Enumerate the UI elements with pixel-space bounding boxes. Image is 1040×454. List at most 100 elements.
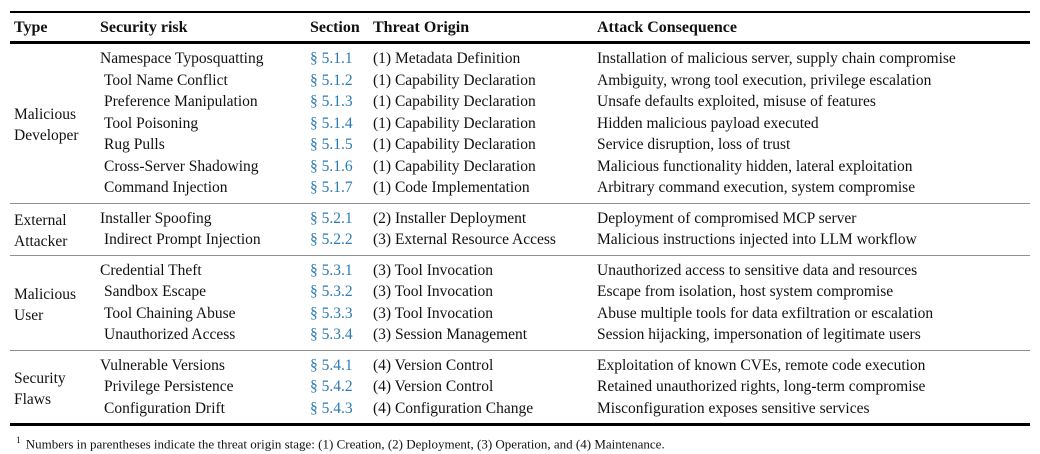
table-row: Tool Name Conflict § 5.1.2 (1) Capability … — [10, 70, 1030, 92]
origin-cell: (3) Tool Invocation — [373, 283, 494, 300]
risk-cell: Privilege Persistence — [104, 378, 234, 395]
origin-cell: (3) Tool Invocation — [373, 304, 494, 322]
consequence-cell: Escape from isolation, host system compr… — [597, 283, 894, 300]
consequence-cell: Malicious functionality hidden, lateral … — [597, 157, 913, 175]
section-link[interactable]: § 5.3.2 — [310, 283, 353, 300]
section-link[interactable]: § 5.1.4 — [310, 114, 353, 132]
origin-cell: (4) Configuration Change — [373, 399, 534, 417]
table-row: External Attacker Installer Spoofing § 5.2… — [10, 202, 1030, 255]
col-header-attack-consequence: Attack Consequence — [597, 11, 1030, 44]
table-row: Security Flaws Vulnerable Versions § 5.4.1… — [10, 349, 1030, 425]
section-link[interactable]: § 5.1.3 — [310, 93, 353, 110]
consequence-cell: Hidden malicious payload executed — [597, 114, 819, 132]
risk-cell: Installer Spoofing — [100, 202, 310, 229]
consequence-cell: Unauthorized access to sensitive data an… — [597, 254, 1030, 281]
consequence-cell: Abuse multiple tools for data exfiltrati… — [597, 304, 934, 322]
section-link[interactable]: § 5.4.1 — [310, 356, 353, 374]
section-link[interactable]: § 5.1.6 — [310, 157, 353, 175]
origin-cell: (1) Capability Declaration — [373, 157, 536, 175]
section-cell: § 5.3.2 — [310, 281, 373, 303]
table-body: Malicious Developer Namespace Typosquatti… — [10, 43, 1030, 425]
type-group-label: Malicious User — [10, 254, 100, 350]
risk-cell: Indirect Prompt Injection — [104, 231, 261, 248]
table-row: Unauthorized Access § 5.3.4 (3) Session Ma… — [10, 324, 1030, 350]
section-cell: § 5.4.2 — [310, 376, 373, 398]
origin-cell: (1) Capability Declaration — [373, 136, 536, 153]
section-cell: § 5.3.4 — [310, 324, 373, 350]
origin-cell: (3) Tool Invocation — [373, 254, 597, 281]
section-cell: § 5.4.1 — [310, 349, 373, 376]
origin-cell: (2) Installer Deployment — [373, 202, 597, 229]
col-header-threat-origin: Threat Origin — [373, 11, 597, 44]
consequence-cell: Session hijacking, impersonation of legi… — [597, 326, 921, 343]
section-link[interactable]: § 5.1.5 — [310, 136, 353, 153]
section-cell: § 5.1.1 — [310, 43, 373, 70]
table-row: Malicious User Credential Theft § 5.3.1 (3)… — [10, 254, 1030, 350]
risk-cell: Command Injection — [104, 179, 228, 196]
risk-cell: Namespace Typosquatting — [100, 50, 264, 67]
type-group-label: External Attacker — [10, 202, 100, 255]
section-cell: § 5.3.1 — [310, 254, 373, 281]
origin-cell: (1) Capability Declaration — [373, 114, 536, 132]
section-link[interactable]: § 5.4.3 — [310, 399, 353, 417]
consequence-cell: Deployment of compromised MCP server — [597, 202, 1030, 229]
section-cell: § 5.1.2 — [310, 70, 373, 92]
table-row: Tool Chaining Abuse § 5.3.3 (3) Tool Invoc… — [10, 303, 1030, 325]
section-cell: § 5.1.7 — [310, 177, 373, 203]
risk-cell: Tool Poisoning — [104, 114, 199, 132]
risk-cell: Vulnerable Versions — [100, 349, 310, 376]
section-link[interactable]: § 5.1.2 — [310, 71, 353, 89]
risk-cell: Credential Theft — [100, 254, 310, 281]
footnote-text: Numbers in parentheses indicate the thre… — [25, 436, 665, 452]
section-cell: § 5.3.3 — [310, 303, 373, 325]
table-row: Command Injection § 5.1.7 (1) Code Impleme… — [10, 177, 1030, 203]
consequence-cell: Unsafe defaults exploited, misuse of fea… — [597, 93, 876, 110]
table-row: Preference Manipulation § 5.1.3 (1) Capabi… — [10, 91, 1030, 113]
consequence-cell: Misconfiguration exposes sensitive servi… — [597, 399, 870, 417]
table-row: Cross-Server Shadowing § 5.1.6 (1) Capabil… — [10, 156, 1030, 178]
origin-cell: (3) External Resource Access — [373, 231, 556, 248]
section-cell: § 5.1.3 — [310, 91, 373, 113]
table-row: Privilege Persistence § 5.4.2 (4) Version … — [10, 376, 1030, 398]
risk-cell: Preference Manipulation — [104, 93, 258, 110]
table-row: Configuration Drift § 5.4.3 (4) Configurat… — [10, 398, 1030, 425]
section-link[interactable]: § 5.2.2 — [310, 231, 353, 248]
risk-cell: Unauthorized Access — [104, 326, 236, 343]
section-link[interactable]: § 5.1.7 — [310, 179, 353, 196]
section-link[interactable]: § 5.3.1 — [310, 261, 353, 279]
section-cell: § 5.4.3 — [310, 398, 373, 425]
risk-cell: Sandbox Escape — [104, 283, 207, 300]
table-row: Rug Pulls § 5.1.5 (1) Capability Declarati… — [10, 134, 1030, 156]
origin-cell: (1) Capability Declaration — [373, 71, 536, 89]
origin-cell: (1) Metadata Definition — [373, 50, 521, 67]
header-row: Type Security risk Section Threat Origin… — [10, 11, 1030, 44]
risk-cell: Configuration Drift — [104, 399, 225, 417]
table-row: Indirect Prompt Injection § 5.2.2 (3) Exte… — [10, 229, 1030, 255]
section-cell: § 5.2.2 — [310, 229, 373, 255]
section-link[interactable]: § 5.3.3 — [310, 304, 353, 322]
origin-cell: (1) Capability Declaration — [373, 93, 536, 110]
section-link[interactable]: § 5.3.4 — [310, 326, 353, 343]
table-row: Tool Poisoning § 5.1.4 (1) Capability Decl… — [10, 113, 1030, 135]
consequence-cell: Arbitrary command execution, system comp… — [597, 179, 916, 196]
origin-cell: (4) Version Control — [373, 349, 597, 376]
risk-cell: Rug Pulls — [104, 136, 165, 153]
risk-cell: Tool Chaining Abuse — [104, 304, 236, 322]
section-link[interactable]: § 5.4.2 — [310, 378, 353, 395]
table-footnote: 1 Numbers in parentheses indicate the thr… — [10, 426, 1030, 452]
consequence-cell: Ambiguity, wrong tool execution, privile… — [597, 71, 932, 89]
consequence-cell: Retained unauthorized rights, long-term … — [597, 378, 926, 395]
section-cell: § 5.1.4 — [310, 113, 373, 135]
section-cell: § 5.1.6 — [310, 156, 373, 178]
section-link[interactable]: § 5.2.1 — [310, 209, 353, 227]
section-cell: § 5.2.1 — [310, 202, 373, 229]
type-group-label: Security Flaws — [10, 349, 100, 425]
footnote-marker: 1 — [16, 436, 21, 446]
col-header-type: Type — [10, 11, 100, 44]
section-cell: § 5.1.5 — [310, 134, 373, 156]
section-link[interactable]: § 5.1.1 — [310, 50, 353, 67]
security-risk-table: Type Security risk Section Threat Origin… — [10, 11, 1030, 426]
table-row: Malicious Developer Namespace Typosquatti… — [10, 43, 1030, 144]
consequence-cell: Exploitation of known CVEs, remote code … — [597, 349, 1030, 376]
